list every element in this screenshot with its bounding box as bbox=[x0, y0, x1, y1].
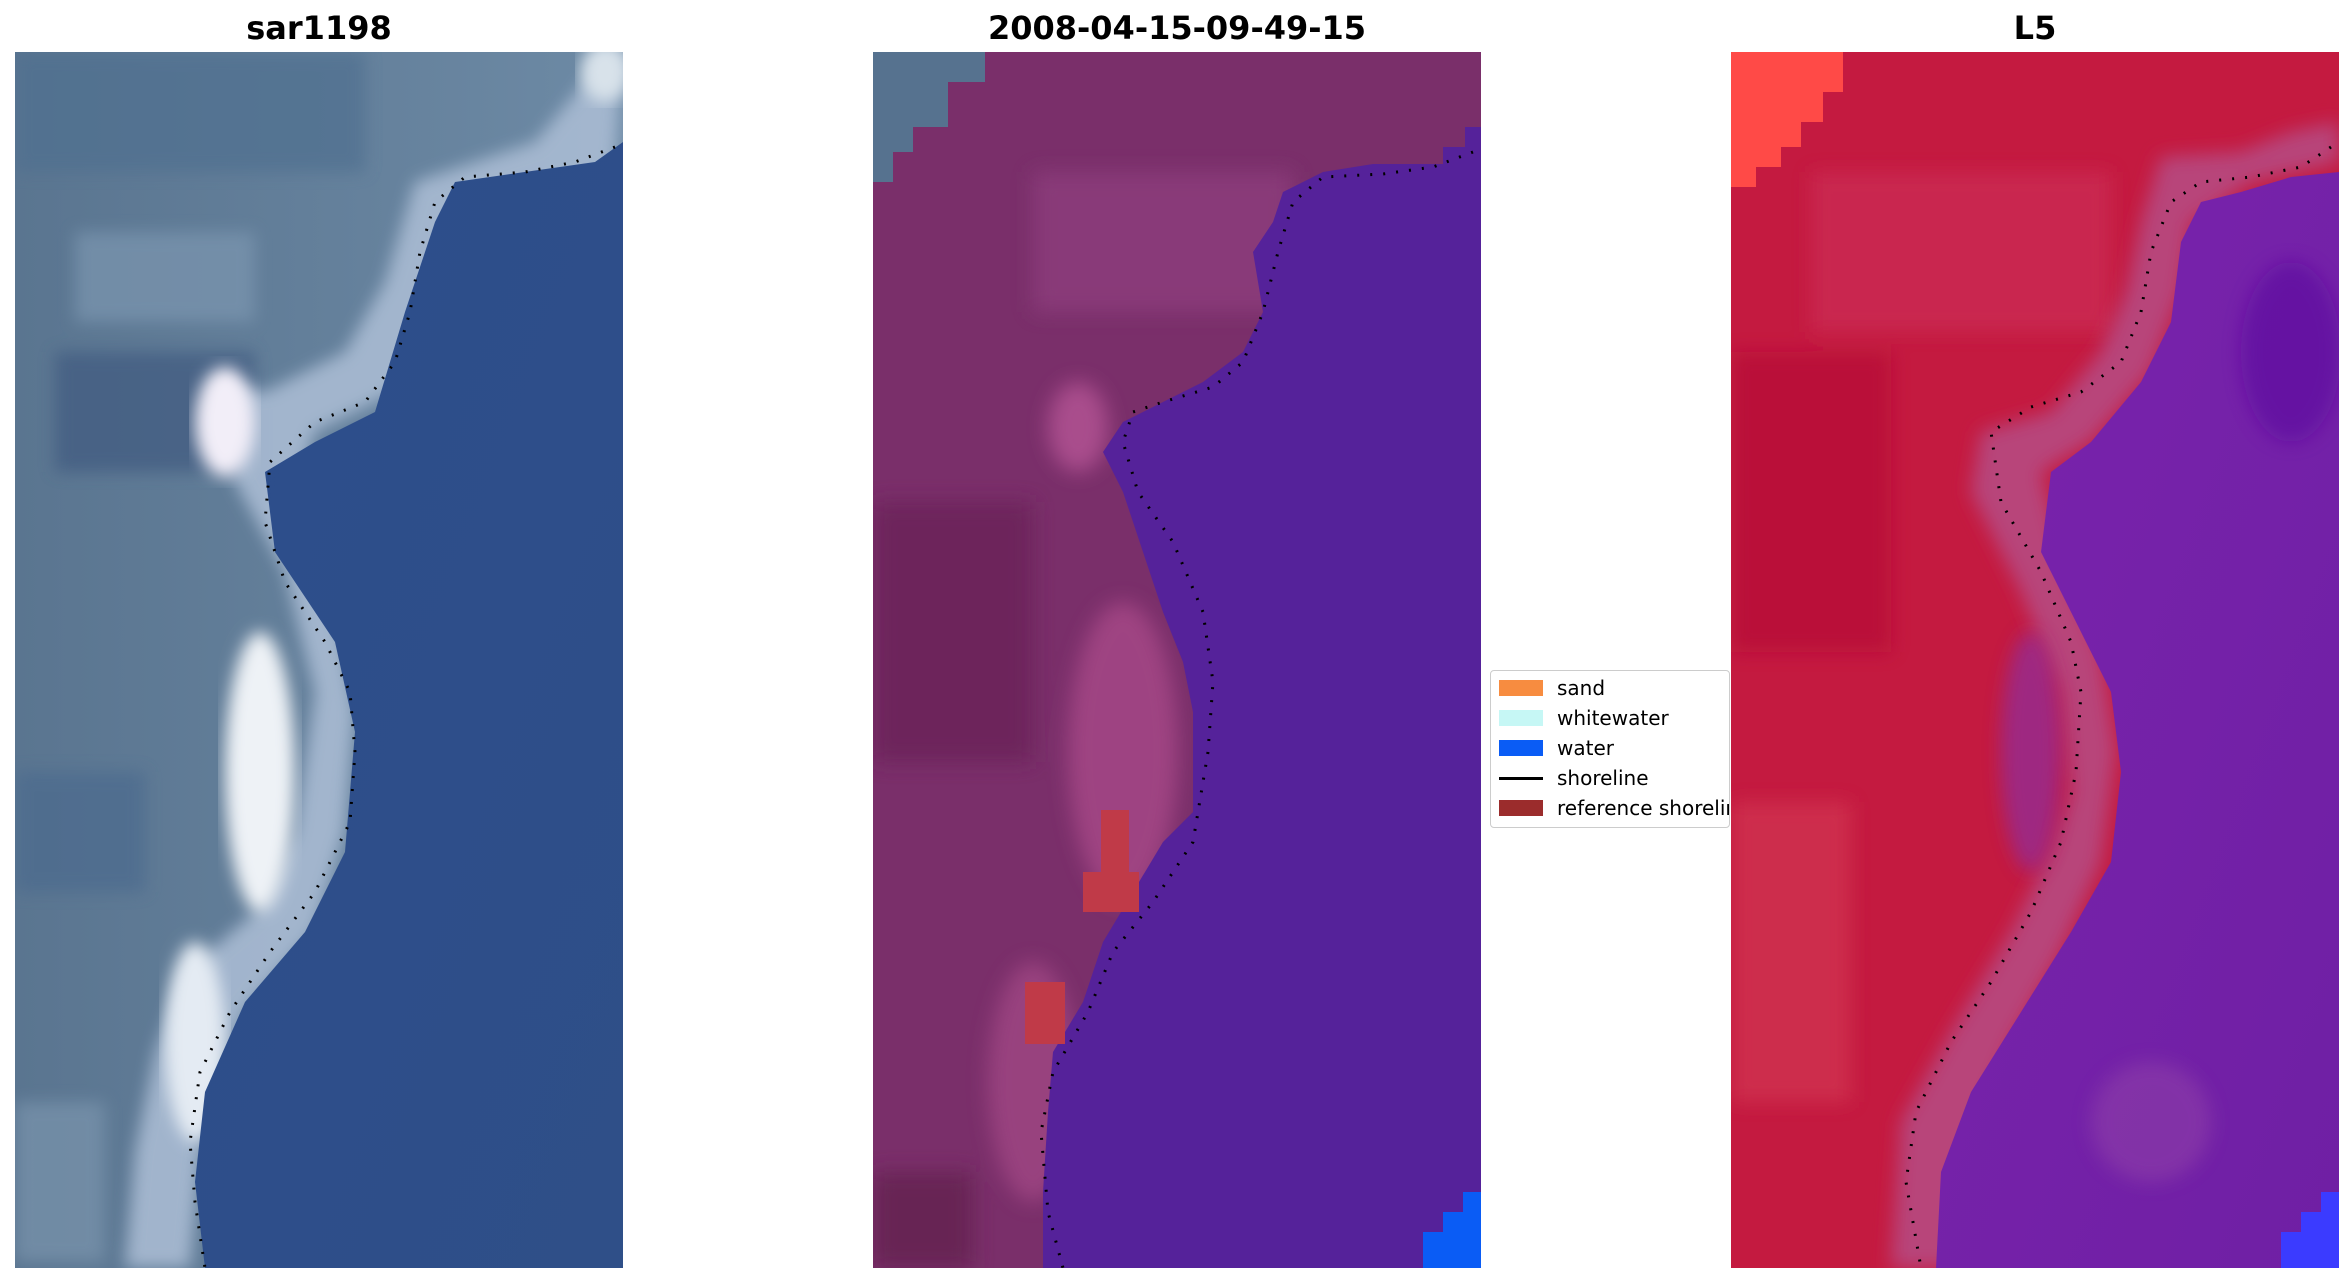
legend-swatch-water bbox=[1499, 740, 1543, 756]
legend-item-water: water bbox=[1491, 733, 1729, 763]
legend-label-shoreline: shoreline bbox=[1557, 766, 1649, 790]
legend-label-whitewater: whitewater bbox=[1557, 706, 1669, 730]
panel-title-index: L5 bbox=[2013, 9, 2057, 47]
legend-item-reference-shoreline: reference shoreline bbox=[1491, 793, 1729, 823]
panel-title-classified: 2008-04-15-09-49-15 bbox=[987, 9, 1367, 47]
legend-label-reference-shoreline: reference shoreline bbox=[1557, 796, 1729, 820]
legend-item-whitewater: whitewater bbox=[1491, 703, 1729, 733]
legend-label-sand: sand bbox=[1557, 676, 1606, 700]
legend-item-shoreline: shoreline bbox=[1491, 763, 1729, 793]
classified-image-panel bbox=[873, 52, 1481, 1268]
rgb-image-panel bbox=[15, 52, 623, 1268]
legend: sand whitewater water shoreline referenc… bbox=[1490, 670, 1730, 828]
index-image-panel bbox=[1731, 52, 2339, 1268]
panel-title-rgb: sar1198 bbox=[246, 9, 392, 47]
legend-swatch-sand bbox=[1499, 680, 1543, 696]
legend-swatch-whitewater bbox=[1499, 710, 1543, 726]
classified-image bbox=[873, 52, 1481, 1268]
legend-label-water: water bbox=[1557, 736, 1614, 760]
index-image bbox=[1731, 52, 2339, 1268]
legend-swatch-reference-shoreline bbox=[1499, 800, 1543, 816]
legend-item-sand: sand bbox=[1491, 673, 1729, 703]
legend-line-shoreline bbox=[1499, 777, 1543, 780]
rgb-image bbox=[15, 52, 623, 1268]
